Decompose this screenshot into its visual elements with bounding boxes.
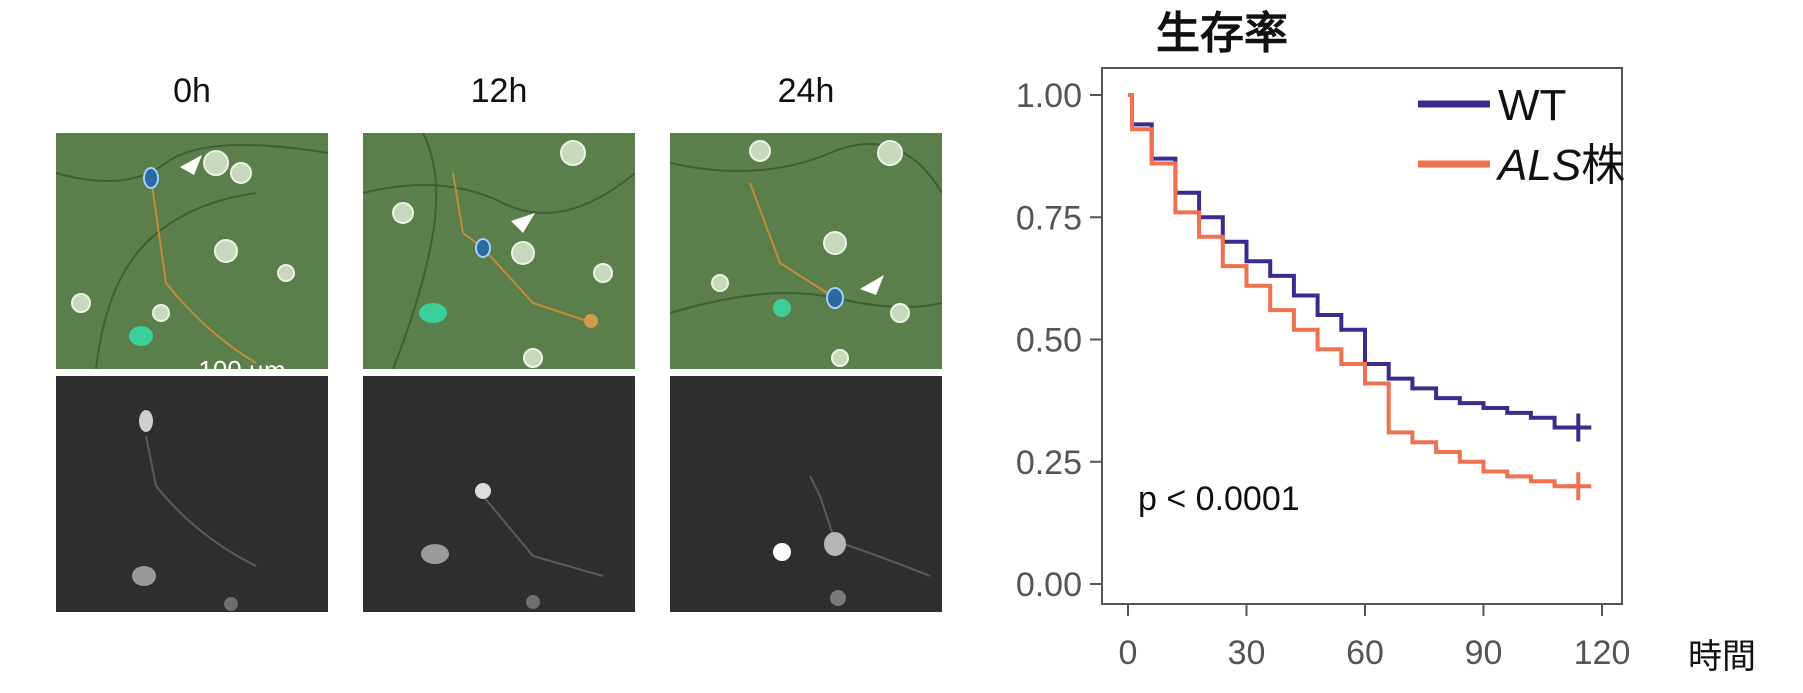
censor-mark-1: [1565, 472, 1592, 501]
y-axis: 0.00 0.25 0.50 0.75 1.00: [1016, 77, 1102, 604]
micrograph-fluorescence-0h: [56, 376, 328, 612]
x-tick-label: 30: [1228, 634, 1266, 672]
x-tick-label: 60: [1346, 634, 1384, 672]
series-layer: [1128, 93, 1592, 501]
chart-title: 生存率: [1156, 8, 1288, 59]
y-tick-label: 1.00: [1016, 77, 1082, 115]
time-label-12h: 12h: [470, 72, 528, 110]
time-label-24h: 24h: [777, 72, 835, 110]
survival-curve-0: [1128, 93, 1579, 430]
x-axis-label: 時間: [1688, 637, 1756, 677]
x-axis: 0 30 60 90 120: [1119, 604, 1631, 672]
legend-label-0: WT: [1498, 81, 1566, 130]
micrograph-overlay-12h: [363, 133, 635, 369]
x-tick-label: 90: [1465, 634, 1503, 672]
legend: WT ALS株: [1418, 81, 1625, 191]
plot-frame: [1101, 67, 1623, 605]
p-value-annotation: p < 0.0001: [1138, 480, 1300, 518]
survival-curve-1: [1128, 93, 1579, 489]
legend-label-1: ALS株: [1495, 140, 1625, 191]
censor-mark-0: [1565, 413, 1592, 442]
micrograph-fluorescence-12h: [363, 376, 635, 612]
y-tick-label: 0.25: [1016, 444, 1082, 482]
time-label-0h: 0h: [173, 72, 211, 110]
y-tick-label: 0.00: [1016, 566, 1082, 604]
micrograph-overlay-24h: [670, 133, 942, 369]
micrograph-fluorescence-24h: [670, 376, 942, 612]
micrograph-overlay-0h: [56, 133, 328, 369]
x-tick-label: 120: [1574, 634, 1631, 672]
x-tick-label: 0: [1119, 634, 1138, 672]
y-tick-label: 0.75: [1016, 199, 1082, 237]
y-tick-label: 0.50: [1016, 322, 1082, 360]
survival-chart: 生存率 0.00 0.25 0.50 0.75 1.00 0 30 60 90 120 WT AL…: [1016, 8, 1756, 677]
